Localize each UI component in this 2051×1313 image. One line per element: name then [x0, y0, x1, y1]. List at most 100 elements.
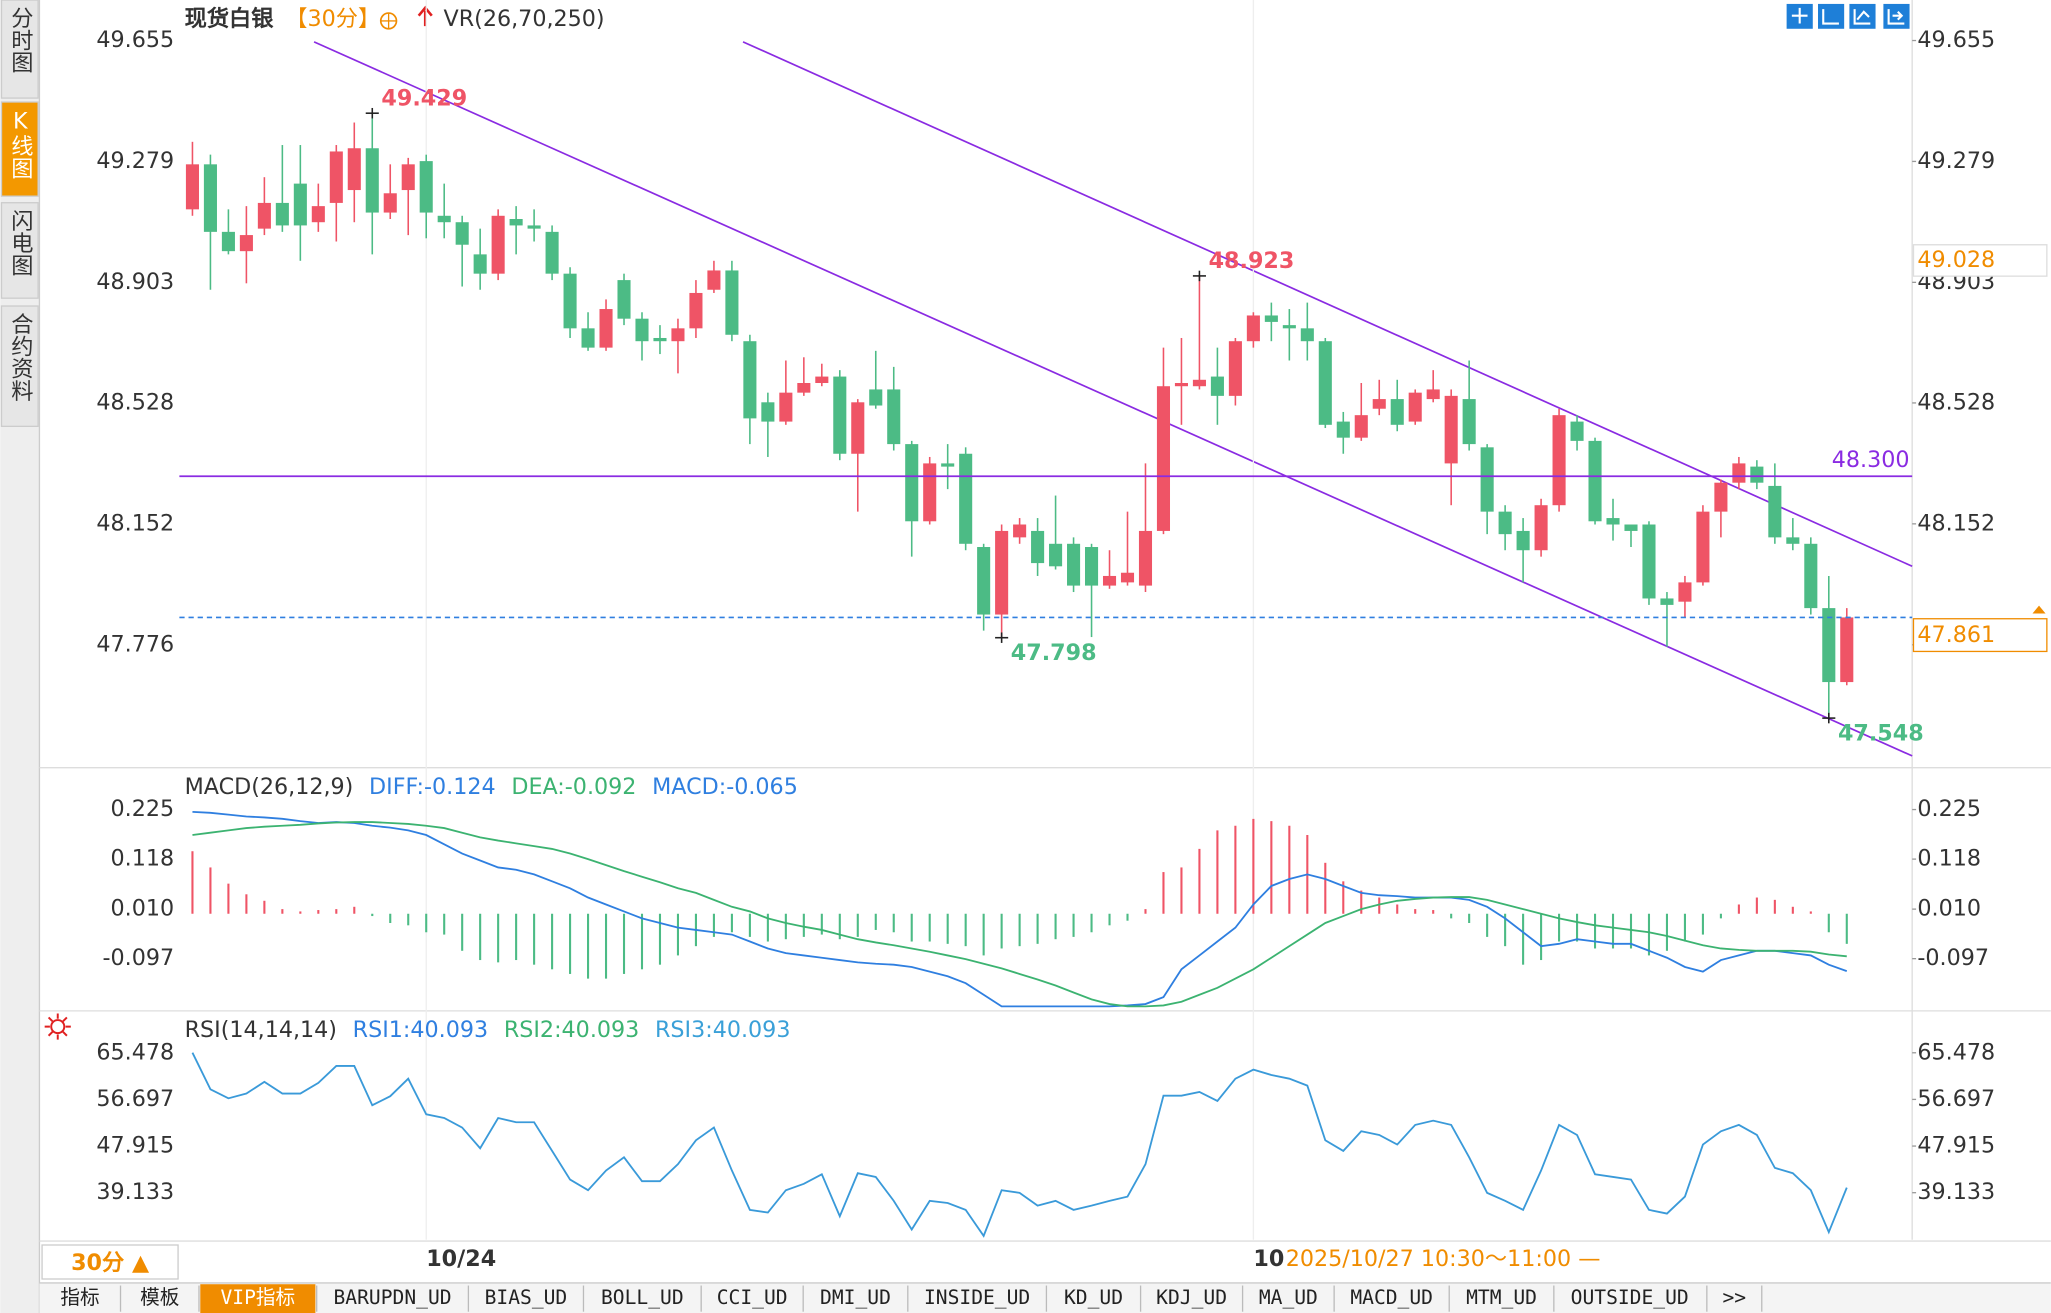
rsi-settings-icon[interactable] — [44, 1013, 71, 1040]
tab-label[interactable]: MA_UD — [1259, 1286, 1318, 1309]
y-tick-label-left: 47.776 — [96, 631, 174, 657]
tab-label[interactable]: KDJ_UD — [1156, 1286, 1227, 1309]
candle-body — [1085, 547, 1099, 586]
candle-body — [1804, 543, 1818, 609]
candle-body — [257, 202, 271, 229]
tab-label[interactable]: 指标 — [60, 1286, 99, 1309]
candle-body — [581, 328, 595, 348]
candle-body — [563, 273, 577, 329]
y-tick-label-left: 48.903 — [96, 269, 174, 295]
x-tick-label: 10/24 — [426, 1246, 496, 1272]
candle-body — [1588, 440, 1602, 522]
candle-body — [761, 402, 775, 422]
extreme-label: 49.429 — [381, 85, 467, 111]
candle-body — [1336, 421, 1350, 438]
candle-body — [1768, 485, 1782, 538]
y-tick-label-left: 49.655 — [96, 27, 174, 53]
legend-entry: DEA:-0.092 — [511, 774, 636, 800]
tab-label[interactable]: DMI_UD — [820, 1286, 891, 1309]
candle-body — [185, 164, 199, 210]
candle-body — [383, 193, 397, 213]
tab-label[interactable]: CCI_UD — [717, 1286, 788, 1309]
candle-body — [1138, 530, 1153, 586]
candle-body — [437, 215, 451, 223]
candle-body — [1606, 518, 1620, 525]
period-button[interactable] — [41, 1244, 179, 1280]
legend-entry: RSI3:40.093 — [655, 1017, 790, 1043]
tab-label[interactable]: INSIDE_UD — [924, 1286, 1030, 1309]
sidebar-tab[interactable] — [0, 305, 39, 427]
candle-body — [1067, 543, 1081, 586]
tab-label[interactable]: 模板 — [140, 1286, 179, 1309]
candle-body — [347, 148, 361, 191]
y-tick-label-right: 48.528 — [1917, 389, 1995, 415]
y-tick-label-left: 0.225 — [111, 796, 175, 822]
tab-active-bg — [200, 1284, 316, 1313]
candle-body — [1354, 415, 1368, 438]
sidebar-tab-label[interactable]: 闪电图 — [7, 209, 33, 276]
candle-body — [1210, 376, 1224, 396]
tab-label[interactable]: >> — [1722, 1286, 1746, 1309]
tab-label[interactable]: BOLL_UD — [601, 1286, 684, 1309]
candle-body — [851, 402, 865, 454]
candle-body — [329, 151, 343, 203]
tab-label[interactable]: BARUPDN_UD — [334, 1286, 452, 1309]
sidebar-tab-label[interactable]: 合约资料 — [7, 312, 33, 402]
sidebar-tab-label[interactable]: 分时图 — [7, 6, 33, 73]
toolbar-icon[interactable] — [1818, 3, 1845, 29]
rsi-line — [191, 1052, 1848, 1238]
candle-body — [1264, 315, 1278, 322]
candle-body — [1228, 341, 1242, 396]
tab-label[interactable]: MACD_UD — [1350, 1286, 1433, 1309]
candle-body — [1390, 399, 1404, 425]
toolbar-icon[interactable] — [1849, 3, 1876, 29]
candle-body — [689, 292, 703, 329]
tab-label[interactable]: VIP指标 — [221, 1286, 296, 1309]
candle-body — [1552, 415, 1566, 506]
candle-body — [1120, 572, 1135, 583]
sidebar-bg — [0, 0, 40, 1313]
price-line-label: 48.300 — [1832, 447, 1910, 473]
candle-body — [221, 231, 235, 252]
tab-bar — [39, 1282, 2051, 1313]
candle-body — [1318, 341, 1332, 425]
candle-body — [671, 328, 685, 342]
candle-body — [725, 270, 739, 335]
tab-label[interactable]: OUTSIDE_UD — [1571, 1286, 1689, 1309]
candle-body — [455, 222, 469, 245]
price-label-box — [1912, 618, 2048, 653]
y-tick-label-left: 0.010 — [111, 896, 175, 922]
y-tick-label-right: 47.915 — [1917, 1133, 1995, 1159]
candle-body — [923, 463, 937, 522]
sidebar-tab[interactable] — [0, 101, 39, 197]
sidebar-tab[interactable] — [0, 0, 39, 99]
price-label-arrow — [2032, 605, 2046, 614]
price-label: 47.861 — [1917, 622, 1995, 648]
sidebar-tab[interactable] — [0, 202, 39, 299]
period-button-label[interactable]: 30分 ▲ — [71, 1250, 150, 1276]
candle-body — [869, 389, 883, 406]
y-tick-label-left: 56.697 — [96, 1086, 174, 1112]
extreme-label: 47.798 — [1011, 640, 1097, 666]
candle-body — [527, 225, 541, 229]
candle-body — [941, 463, 955, 467]
settings-icon[interactable] — [50, 1019, 66, 1035]
toolbar-icons[interactable] — [1786, 3, 1910, 29]
candle-body — [1840, 617, 1854, 683]
sidebar-tab-label[interactable]: K线图 — [7, 109, 33, 180]
candle-body — [1192, 379, 1206, 387]
tab-label[interactable]: MTM_UD — [1466, 1286, 1537, 1309]
panel-title: RSI(14,14,14) — [185, 1017, 337, 1043]
macd-line — [192, 810, 1848, 1008]
tab-label[interactable]: KD_UD — [1064, 1286, 1123, 1309]
candle-body — [635, 318, 649, 342]
candle-body — [1534, 505, 1548, 551]
candle-body — [905, 444, 919, 522]
tab-label[interactable]: BIAS_UD — [485, 1286, 568, 1309]
toolbar-glyphs — [1791, 7, 1905, 25]
candle-body — [995, 530, 1009, 615]
candle-body — [545, 231, 559, 274]
